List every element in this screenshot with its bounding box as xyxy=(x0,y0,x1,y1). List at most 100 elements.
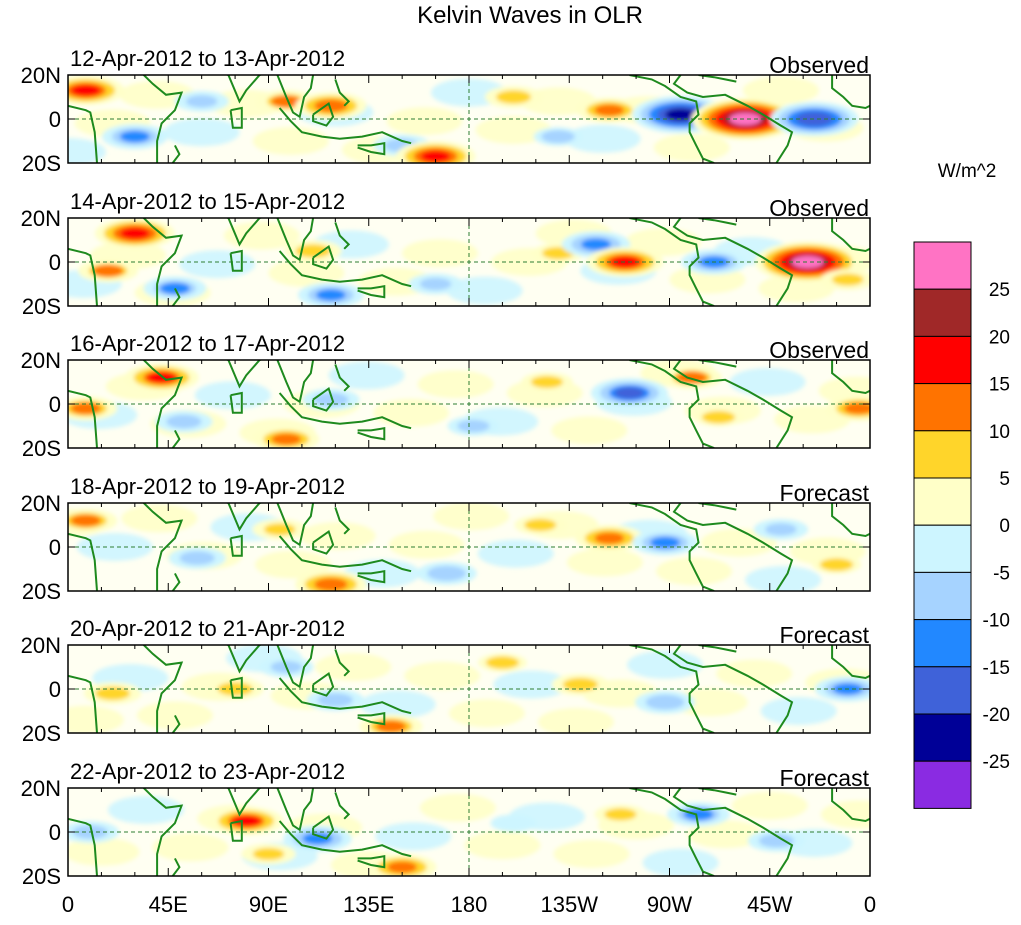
coastlines xyxy=(68,218,870,306)
chart-title: Kelvin Waves in OLR xyxy=(417,2,643,29)
panel-kind-label: Observed xyxy=(769,337,869,363)
anomaly-blob xyxy=(97,687,128,700)
coast-westafrica xyxy=(831,218,870,253)
anomaly-weak xyxy=(419,793,496,822)
anomaly-blob xyxy=(315,393,347,406)
anomaly-weak xyxy=(375,822,452,851)
anomaly-blob xyxy=(316,578,346,591)
panel-kind-label: Observed xyxy=(769,195,869,221)
anomaly-blob xyxy=(252,848,285,860)
coast-africa-east xyxy=(142,75,184,163)
anomaly-blob xyxy=(524,518,557,532)
coast-madagascar xyxy=(171,857,181,876)
coast-australia-north xyxy=(357,712,386,726)
anomaly-blob xyxy=(168,415,200,428)
anomaly-weak xyxy=(388,530,465,559)
panel-kind-label: Forecast xyxy=(780,480,870,506)
coast-borneo xyxy=(312,815,335,840)
panel-date-range: 16-Apr-2012 to 17-Apr-2012 xyxy=(70,331,345,356)
anomaly-weak xyxy=(716,659,793,688)
anomaly-weak xyxy=(464,831,541,860)
anomaly-weak xyxy=(687,820,764,849)
anomaly-blob xyxy=(231,815,262,827)
anomaly-field xyxy=(68,791,870,876)
coast-africa-east xyxy=(142,360,184,448)
anomaly-weak xyxy=(255,550,332,579)
coast-indochina xyxy=(276,503,315,547)
anomaly-weak xyxy=(179,250,256,279)
coast-madagascar xyxy=(171,429,181,448)
map-panel: 20N 0 20S 12-Apr-2012 to 13-Apr-2012 Observe… xyxy=(21,46,871,176)
colorbar-swatch xyxy=(913,335,972,385)
map-panel: 20N 0 20S 20-Apr-2012 to 21-Apr-2012 Forecas… xyxy=(21,616,871,746)
anomaly-field xyxy=(68,360,870,448)
coast-america-west xyxy=(629,360,715,448)
anomaly-weak xyxy=(627,650,704,679)
anomaly-blob xyxy=(271,433,302,445)
coast-africa-east xyxy=(142,218,184,306)
anomaly-weak xyxy=(373,398,450,427)
panel-date-range: 12-Apr-2012 to 13-Apr-2012 xyxy=(70,46,345,71)
coast-america-west xyxy=(629,75,715,163)
coast-america-east xyxy=(672,645,794,733)
coast-indonesia xyxy=(278,107,412,145)
coast-caribbean xyxy=(698,788,737,796)
anomaly-weak xyxy=(315,653,392,681)
anomaly-blob xyxy=(181,552,213,564)
panel-kind-label: Forecast xyxy=(780,622,870,648)
box-region xyxy=(229,391,243,414)
x-tick-label: 45E xyxy=(149,892,188,917)
coast-india xyxy=(225,360,263,389)
coast-philippines xyxy=(334,79,351,107)
anomaly-blob xyxy=(614,387,645,399)
coast-indonesia xyxy=(278,535,412,573)
coast-caribbean xyxy=(698,645,737,653)
anomaly-blob xyxy=(146,371,177,384)
coast-indochina xyxy=(276,788,315,832)
coast-indonesia xyxy=(278,820,412,858)
y-tick-label: 20N xyxy=(21,63,61,88)
coastlines xyxy=(68,75,870,163)
anomaly-weak xyxy=(76,533,153,561)
colorbar-label: 15 xyxy=(989,375,1010,396)
box-region xyxy=(229,534,243,557)
x-tick-label: 45W xyxy=(747,892,792,917)
coast-indonesia xyxy=(278,392,412,430)
x-tick-label: 0 xyxy=(62,892,74,917)
x-tick-label: 90E xyxy=(249,892,288,917)
anomaly-weak xyxy=(820,800,870,829)
coast-india xyxy=(225,503,263,532)
anomaly-weak xyxy=(564,124,641,153)
anomaly-blob xyxy=(729,112,762,126)
anomaly-blob xyxy=(186,95,218,108)
coast-america-east xyxy=(672,360,794,448)
coast-westafrica xyxy=(831,503,870,538)
anomaly-weak xyxy=(448,699,525,728)
anomaly-weak xyxy=(653,133,730,162)
x-tick-label: 135W xyxy=(541,892,599,917)
anomaly-blob xyxy=(541,130,575,143)
panel-date-range: 20-Apr-2012 to 21-Apr-2012 xyxy=(70,616,345,641)
anomaly-weak xyxy=(566,548,643,577)
anomaly-weak xyxy=(152,833,229,862)
x-tick-label: 135E xyxy=(343,892,394,917)
coast-borneo xyxy=(312,387,335,412)
anomaly-weak xyxy=(402,239,479,268)
coast-madagascar xyxy=(171,144,181,163)
coast-india xyxy=(225,218,263,247)
coast-borneo xyxy=(312,245,335,270)
y-tick-label: 20N xyxy=(21,348,61,373)
anomaly-blob xyxy=(457,419,490,433)
colorbar-swatch xyxy=(913,430,972,479)
anomaly-weak xyxy=(359,690,436,719)
coast-caribbean xyxy=(698,503,737,511)
coast-westafrica xyxy=(831,645,870,680)
panel-date-range: 22-Apr-2012 to 23-Apr-2012 xyxy=(70,759,345,784)
colorbar-label: 10 xyxy=(989,422,1010,443)
anomaly-weak xyxy=(537,708,614,733)
coast-africa-west xyxy=(68,532,98,591)
coast-america-west xyxy=(629,503,715,591)
coastlines xyxy=(68,503,870,591)
anomaly-blob xyxy=(581,238,611,251)
